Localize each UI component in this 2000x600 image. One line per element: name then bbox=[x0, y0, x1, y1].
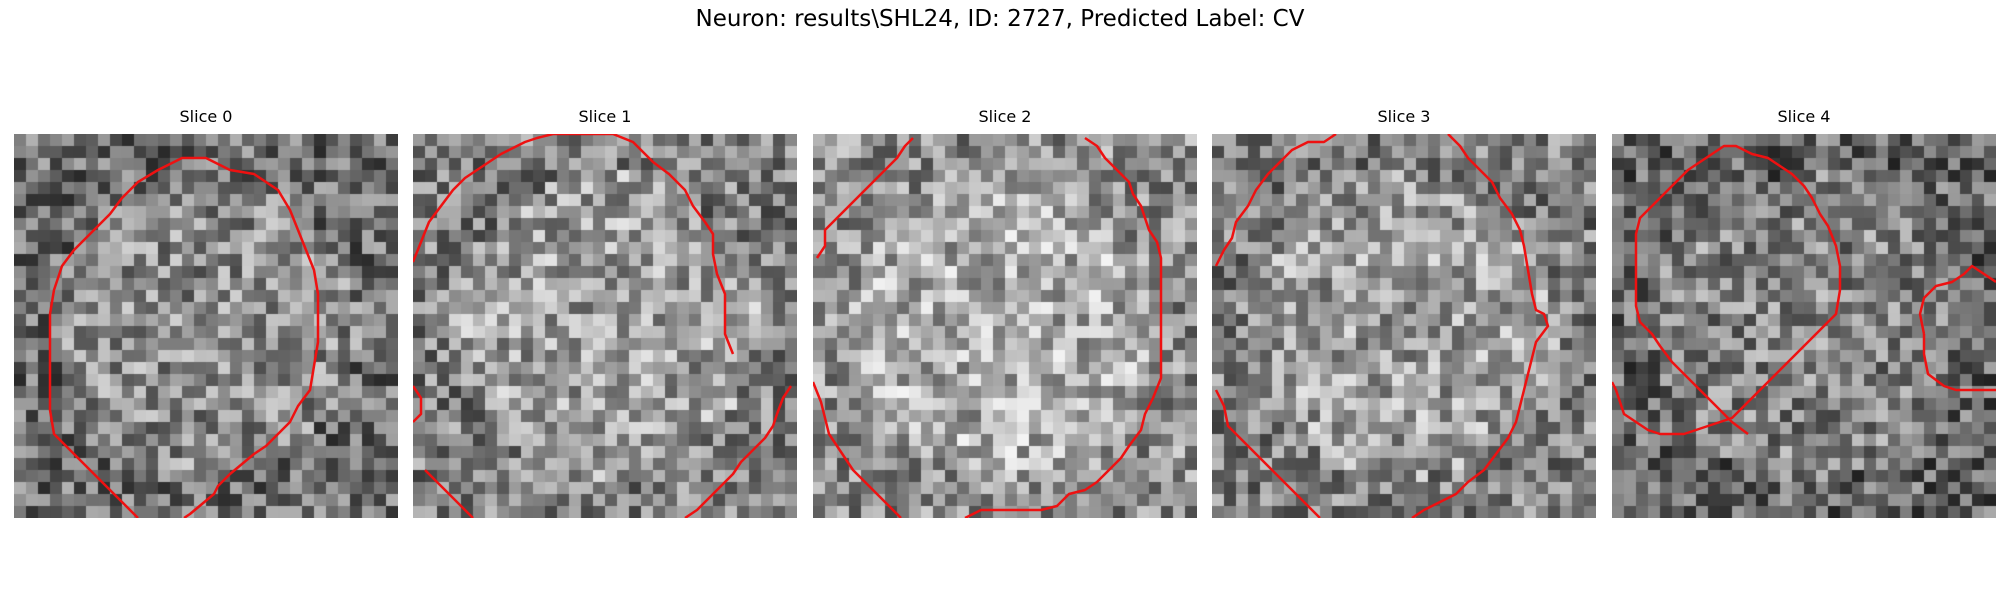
grayscale-pixel-grid bbox=[1212, 134, 1596, 518]
contour-line bbox=[815, 137, 914, 259]
slice-panel-3: Slice 3 bbox=[1212, 106, 1596, 518]
grayscale-pixel-grid bbox=[14, 134, 398, 518]
roi-contour bbox=[1612, 144, 1996, 436]
contour-line bbox=[1214, 389, 1321, 518]
slice-title: Slice 0 bbox=[179, 107, 233, 126]
roi-contour bbox=[413, 134, 793, 518]
slice-image bbox=[1212, 134, 1596, 518]
contour-line bbox=[964, 136, 1163, 518]
contour-line bbox=[1411, 134, 1550, 518]
slice-panel-4: Slice 4 bbox=[1612, 106, 1996, 518]
roi-contour bbox=[1214, 134, 1550, 518]
contour-line bbox=[48, 156, 320, 518]
contour-line bbox=[813, 381, 902, 518]
slice-panel-1: Slice 1 bbox=[413, 106, 797, 518]
slice-image bbox=[813, 134, 1197, 518]
roi-contour bbox=[813, 136, 1163, 518]
contour-line bbox=[1922, 334, 1996, 392]
contour-line bbox=[413, 385, 423, 423]
roi-contour bbox=[48, 156, 320, 518]
slice-panel-2: Slice 2 bbox=[813, 106, 1197, 518]
slice-panel-0: Slice 0 bbox=[14, 106, 398, 518]
grayscale-pixel-grid bbox=[413, 134, 797, 518]
contour-line bbox=[1612, 144, 1842, 436]
contour-line bbox=[684, 385, 793, 518]
slice-title: Slice 2 bbox=[978, 107, 1032, 126]
contour-line bbox=[413, 134, 735, 355]
slice-image bbox=[14, 134, 398, 518]
slice-title: Slice 1 bbox=[578, 107, 632, 126]
contour-line bbox=[1918, 264, 1996, 335]
slice-image bbox=[413, 134, 797, 518]
grayscale-pixel-grid bbox=[1612, 134, 1996, 518]
figure-title: Neuron: results\SHL24, ID: 2727, Predict… bbox=[695, 6, 1305, 32]
slice-title: Slice 4 bbox=[1777, 107, 1831, 126]
grayscale-pixel-grid bbox=[813, 134, 1197, 518]
slice-title: Slice 3 bbox=[1377, 107, 1431, 126]
slice-image bbox=[1612, 134, 1996, 518]
contour-line bbox=[424, 469, 474, 518]
contour-line bbox=[1214, 134, 1337, 267]
